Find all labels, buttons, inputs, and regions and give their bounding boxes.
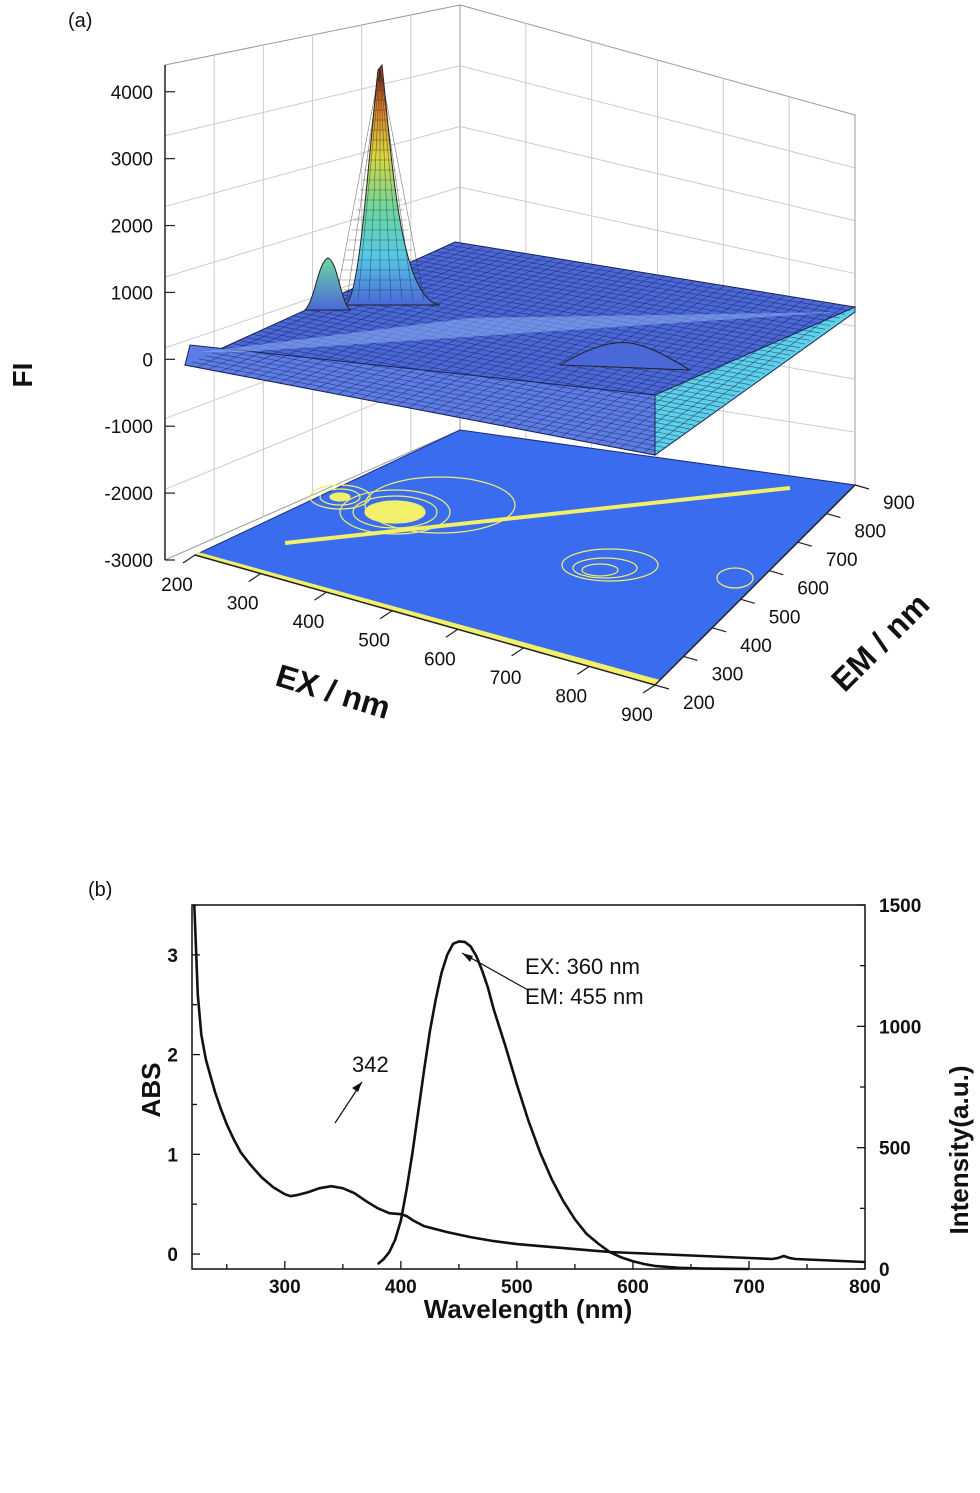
em-tick-mark bbox=[797, 541, 813, 547]
annotation-342-arrowhead bbox=[352, 1082, 362, 1092]
x-tick-label: 700 bbox=[733, 1277, 765, 1298]
contour-lines bbox=[284, 476, 791, 589]
em-tick-label: 500 bbox=[769, 607, 801, 628]
em-tick-mark bbox=[854, 484, 870, 490]
x-axis-title: Wavelength (nm) bbox=[424, 1294, 632, 1324]
ex-tick-mark bbox=[511, 647, 524, 657]
panel-b-label: (b) bbox=[88, 879, 112, 901]
em-axis-title: EM / nm bbox=[824, 586, 936, 698]
ex-tick-mark bbox=[314, 591, 327, 601]
em-tick-label: 800 bbox=[854, 522, 886, 543]
ex-tick-label: 700 bbox=[490, 668, 522, 689]
em-tick-mark bbox=[740, 598, 755, 604]
y-tick-label: 0 bbox=[167, 1245, 178, 1266]
y2-tick-label: 1000 bbox=[879, 1017, 921, 1038]
em-tick-label: 300 bbox=[712, 664, 744, 685]
ex-tick-label: 800 bbox=[555, 686, 587, 707]
em-tick-mark bbox=[683, 655, 698, 662]
z-tick-label: 0 bbox=[142, 350, 153, 371]
z-axis-ticks: -3000 -2000 -1000 0 1000 2000 3000 4000 bbox=[104, 83, 175, 572]
ex-tick-label: 500 bbox=[358, 631, 390, 652]
annotation-peak-arrowhead bbox=[462, 953, 473, 962]
ex-tick-label: 900 bbox=[621, 705, 653, 726]
y2-tick-label: 0 bbox=[879, 1260, 890, 1281]
ex-tick-mark bbox=[182, 554, 196, 564]
secondary-peak bbox=[303, 257, 352, 311]
ex-tick-label: 400 bbox=[293, 612, 325, 633]
intensity-series-line bbox=[376, 940, 750, 1271]
ex-tick-mark bbox=[379, 610, 393, 620]
x-tick-label: 500 bbox=[501, 1277, 533, 1298]
em-tick-mark bbox=[654, 684, 670, 690]
em-tick-label: 200 bbox=[683, 693, 715, 714]
z-tick-label: -1000 bbox=[104, 417, 153, 438]
em-tick-label: 900 bbox=[883, 493, 915, 514]
ex-tick-mark bbox=[445, 628, 459, 638]
panel-a-label: (a) bbox=[68, 10, 92, 32]
y-tick-label: 3 bbox=[167, 946, 178, 967]
ex-tick-label: 300 bbox=[227, 594, 259, 615]
y2-tick-label: 500 bbox=[879, 1139, 911, 1160]
y2-tick-label: 1500 bbox=[879, 896, 921, 917]
em-tick-mark bbox=[769, 570, 784, 576]
ex-axis bbox=[194, 554, 656, 686]
y-tick-label: 1 bbox=[167, 1145, 178, 1166]
em-axis-ticks: 200 300 400 500 600 700 800 900 bbox=[654, 484, 915, 714]
abs-series-line bbox=[193, 904, 866, 1264]
annotation-peak-arrow bbox=[461, 952, 529, 991]
z-tick-label: 3000 bbox=[111, 150, 153, 171]
contour-plane-edge bbox=[195, 552, 660, 685]
z-tick-label: -2000 bbox=[104, 484, 153, 505]
z-axis-title: FI bbox=[7, 363, 38, 388]
ex-tick-mark bbox=[642, 684, 656, 694]
x-tick-label: 300 bbox=[269, 1277, 301, 1298]
ex-tick-label: 600 bbox=[424, 649, 456, 670]
x-tick-label: 400 bbox=[385, 1277, 417, 1298]
main-peak bbox=[344, 63, 441, 306]
x-tick-label: 600 bbox=[617, 1277, 649, 1298]
ex-axis-title: EX / nm bbox=[272, 657, 395, 726]
annotation-ex: EX: 360 nm bbox=[525, 954, 640, 979]
ex-tick-label: 200 bbox=[161, 575, 193, 596]
z-tick-label: 1000 bbox=[111, 283, 153, 304]
y-axis-title: ABS bbox=[136, 1063, 166, 1118]
x-tick-label: 800 bbox=[849, 1277, 881, 1298]
ex-tick-mark bbox=[248, 573, 262, 583]
em-axis bbox=[654, 484, 856, 686]
main-peak-mesh bbox=[335, 67, 425, 301]
em-tick-mark bbox=[711, 627, 727, 633]
z-tick-label: -3000 bbox=[104, 551, 153, 572]
y-tick-label: 2 bbox=[167, 1046, 178, 1067]
em-tick-label: 700 bbox=[826, 550, 858, 571]
em-tick-label: 400 bbox=[740, 636, 772, 657]
y2-axis-title: Intensity(a.u.) bbox=[944, 1065, 974, 1234]
annotation-em: EM: 455 nm bbox=[525, 984, 644, 1009]
z-tick-label: 4000 bbox=[111, 83, 153, 104]
ex-axis-ticks: 200 300 400 500 600 700 800 900 bbox=[161, 554, 656, 726]
third-peak bbox=[558, 341, 691, 371]
panel-a-surface-chart: (a) bbox=[7, 4, 936, 726]
z-tick-label: 2000 bbox=[111, 217, 153, 238]
em-tick-mark bbox=[826, 512, 841, 519]
em-tick-label: 600 bbox=[797, 579, 829, 600]
ex-tick-mark bbox=[576, 665, 590, 675]
surface-diagonal-ridge bbox=[200, 312, 840, 352]
annotation-342: 342 bbox=[352, 1052, 389, 1077]
